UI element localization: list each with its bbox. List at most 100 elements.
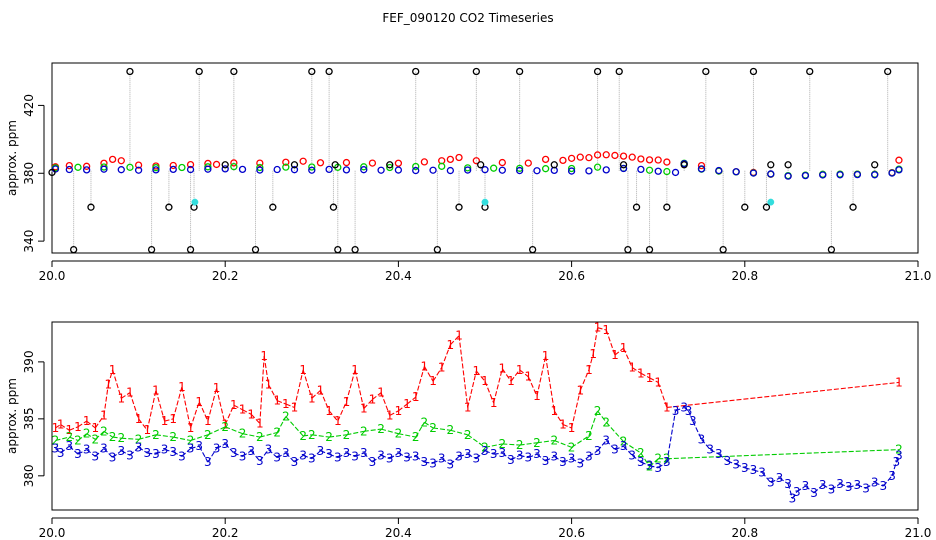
data-point-label: 1	[308, 391, 316, 405]
series-segment	[592, 327, 599, 354]
data-point	[368, 159, 377, 167]
data-point-label: 2	[187, 433, 195, 447]
data-point-label: 3	[559, 455, 567, 469]
data-point-label: 1	[377, 386, 385, 400]
y-axis-label: approx. ppm	[5, 120, 19, 196]
data-point	[82, 162, 91, 170]
series-segment	[614, 347, 624, 356]
figure-title: FEF_090120 CO2 Timeseries	[382, 11, 553, 25]
data-point-label: 2	[325, 430, 333, 444]
data-point-label: 3	[273, 451, 281, 465]
data-point-label: 1	[74, 420, 82, 434]
series-segment	[329, 434, 347, 438]
data-point-label: 2	[550, 433, 558, 447]
series-segment	[60, 445, 70, 454]
data-point-label: 1	[65, 423, 73, 437]
data-point	[325, 165, 333, 174]
series-segment	[657, 461, 668, 469]
series-segment	[242, 450, 252, 457]
series-segment	[415, 366, 425, 398]
series-segment	[761, 472, 772, 484]
data-point	[87, 203, 95, 211]
data-point-label: 3	[750, 463, 758, 477]
data-point	[749, 67, 758, 76]
data-point-label: 2	[637, 446, 645, 460]
data-point-label: 1	[585, 363, 593, 377]
series-segment	[519, 369, 529, 378]
data-point-label: 3	[789, 492, 797, 506]
series-segment	[449, 456, 460, 465]
y-tick-label: 380	[22, 162, 36, 185]
series-segment	[649, 458, 659, 468]
data-point-label: 1	[334, 414, 342, 428]
series-segment	[224, 443, 235, 454]
data-point-label: 2	[135, 432, 143, 446]
data-point-label: 3	[204, 455, 212, 469]
data-point	[515, 166, 524, 175]
data-point-label: 2	[117, 431, 125, 445]
data-point	[853, 170, 862, 179]
data-point	[360, 163, 368, 171]
data-point-label: 1	[152, 383, 160, 397]
data-point	[429, 166, 437, 174]
series-segment	[415, 455, 425, 463]
data-point-label: 1	[589, 347, 597, 361]
data-point	[602, 151, 610, 159]
data-point-label: 3	[369, 455, 377, 469]
data-point	[615, 67, 623, 76]
data-point	[273, 165, 281, 174]
y-axis: 380 385 390	[22, 350, 45, 487]
series-segment	[155, 390, 166, 422]
data-point-label: 2	[256, 430, 264, 444]
series-segment	[164, 449, 174, 453]
series-segment	[545, 356, 555, 411]
data-point	[360, 166, 368, 174]
series-segment	[501, 452, 512, 461]
data-point	[567, 154, 576, 162]
data-point	[762, 203, 771, 211]
data-point-label: 3	[715, 447, 723, 461]
series-segment	[354, 452, 364, 457]
bottom-panel-timeseries: 20.0 20.2 20.4 20.6 20.8 21.0 380 385 390approx.…	[5, 321, 931, 540]
series-segment	[55, 436, 70, 442]
series-segment	[94, 448, 105, 457]
data-point-label: 2	[895, 443, 903, 457]
series-segment	[588, 410, 599, 437]
series-segment	[112, 369, 122, 399]
data-point-label: 1	[109, 363, 117, 377]
data-point	[446, 166, 455, 175]
data-point	[299, 157, 307, 165]
data-point-label: 1	[507, 374, 515, 388]
series-segment	[432, 458, 442, 464]
top-panel-scatter: 20.0 20.2 20.4 20.6 20.8 21.0 340 380 420approx.…	[5, 62, 931, 283]
data-point-label: 1	[602, 323, 610, 337]
data-point-label: 1	[265, 378, 273, 392]
data-point	[895, 156, 903, 164]
data-point	[117, 166, 125, 174]
y-tick-label: 385	[22, 407, 36, 430]
series-segment	[103, 430, 113, 438]
series-segment	[683, 407, 689, 412]
x-axis: 20.0 20.2 20.4 20.6 20.8 21.0	[39, 260, 931, 283]
data-point	[697, 165, 706, 173]
series-ch3	[51, 159, 903, 180]
data-point-label: 1	[455, 329, 463, 343]
data-point-label: 3	[516, 448, 524, 462]
data-point-label: 3	[421, 455, 429, 469]
series-segment	[779, 477, 789, 485]
data-point	[490, 164, 498, 172]
data-point	[433, 245, 442, 254]
data-point	[221, 161, 229, 169]
series-segment	[60, 424, 70, 431]
data-point-label: 2	[360, 424, 368, 438]
data-point	[767, 170, 775, 178]
series-segment	[805, 485, 815, 494]
data-point-label: 3	[83, 443, 91, 457]
series-segment	[337, 452, 347, 459]
data-point-label: 3	[620, 439, 628, 453]
series-segment	[190, 401, 200, 429]
series-segment	[458, 335, 469, 408]
data-point-label: 3	[672, 404, 680, 418]
data-point	[801, 171, 810, 180]
series-segment	[164, 418, 174, 422]
